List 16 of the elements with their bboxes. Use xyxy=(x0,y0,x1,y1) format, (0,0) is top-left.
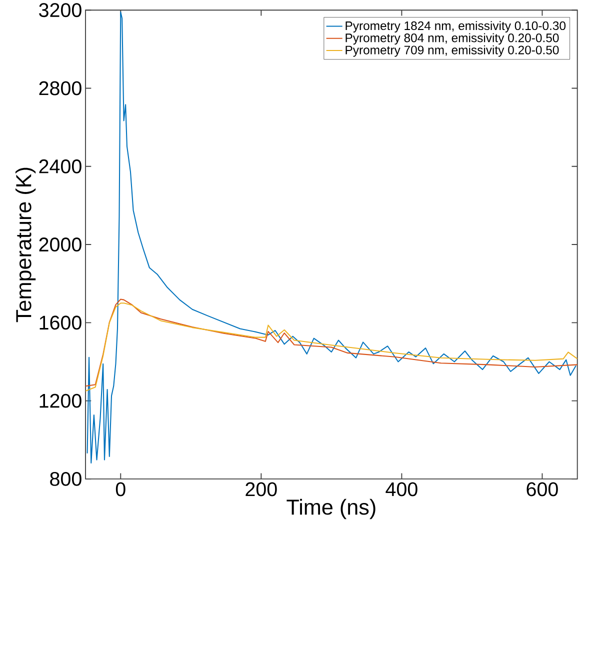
legend-label: Pyrometry 709 nm, emissivity 0.20-0.50 xyxy=(346,45,559,57)
y-tick-label: 800 xyxy=(50,472,82,486)
legend-label: Pyrometry 1824 nm, emissivity 0.10-0.30 xyxy=(346,21,566,32)
y-tick-label: 2800 xyxy=(39,81,82,96)
x-tick-label: 400 xyxy=(386,482,418,496)
y-tick-label: 3200 xyxy=(39,3,82,18)
y-tick-label: 1600 xyxy=(40,316,82,330)
y-tick-label: 2400 xyxy=(39,159,82,174)
y-tick-label: 1200 xyxy=(40,394,82,408)
x-tick-label: 200 xyxy=(246,482,277,496)
x-axis-title: Time (ns) xyxy=(286,498,376,520)
x-tick-label: 600 xyxy=(526,482,558,496)
y-tick-label: 2000 xyxy=(39,238,82,252)
x-tick-label: 0 xyxy=(116,482,126,496)
y-axis-title: Temperature (K) xyxy=(15,168,36,322)
legend-label: Pyrometry 804 nm, emissivity 0.20-0.50 xyxy=(346,33,559,45)
